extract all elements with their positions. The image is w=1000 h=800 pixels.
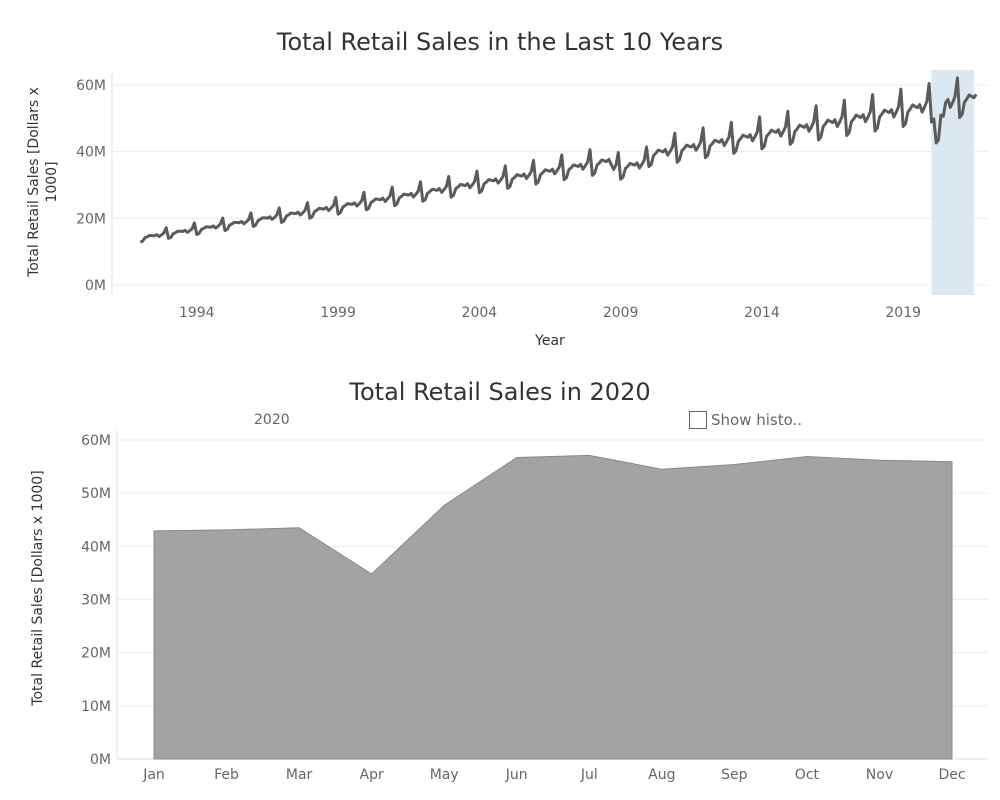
bottom-y-tick-label: 50M	[81, 486, 111, 502]
top-x-tick-label: 2019	[885, 305, 921, 321]
bottom-y-tick-label: 10M	[81, 699, 111, 715]
show-history-label: Show histo..	[711, 411, 803, 429]
bottom-y-tick-label: 0M	[90, 752, 111, 768]
bottom-y-axis-title: Total Retail Sales [Dollars x 1000]	[30, 470, 46, 706]
bottom-y-tick-label: 20M	[81, 646, 111, 662]
top-y-tick-label: 20M	[76, 211, 106, 227]
show-history-toggle[interactable]: Show histo..	[689, 411, 802, 429]
bottom-x-tick-label: Jun	[505, 767, 528, 783]
top-y-axis-title: Total Retail Sales [Dollars x 1000]	[26, 87, 60, 278]
top-y-tick-label: 0M	[85, 278, 106, 294]
retail-sales-line[interactable]	[139, 76, 978, 244]
bottom-y-tick-label: 30M	[81, 593, 111, 609]
year-header: 2020	[254, 412, 290, 428]
top-x-axis-title: Year	[534, 333, 565, 349]
bottom-y-tick-label: 40M	[81, 539, 111, 555]
top-x-tick-label: 2009	[603, 305, 639, 321]
top-x-tick-label: 2004	[462, 305, 498, 321]
bottom-x-tick-label: Oct	[795, 767, 820, 783]
bottom-x-tick-label: Jul	[580, 767, 598, 783]
highlight-region-2020[interactable]	[931, 70, 974, 295]
sales-2020-area[interactable]	[153, 454, 953, 760]
bottom-x-tick-label: Nov	[866, 767, 893, 783]
bottom-x-tick-label: Sep	[721, 767, 748, 783]
bottom-chart-title: Total Retail Sales in 2020	[349, 378, 651, 406]
svg-text:Total Retail Sales [Dollars x: Total Retail Sales [Dollars x	[26, 87, 42, 278]
bottom-x-tick-label: Feb	[214, 767, 239, 783]
top-chart-title: Total Retail Sales in the Last 10 Years	[276, 28, 724, 56]
top-x-tick-label: 2014	[744, 305, 780, 321]
bottom-y-tick-label: 60M	[81, 433, 111, 449]
bottom-x-tick-label: Mar	[286, 767, 313, 783]
top-x-tick-label: 1999	[320, 305, 356, 321]
top-y-tick-label: 60M	[76, 78, 106, 94]
top-line-chart[interactable]: 0M 20M 40M 60M 1994 1999 2004 2009 2014 2019 Yea…	[0, 0, 1000, 360]
bottom-x-tick-label: Jan	[142, 767, 165, 783]
bottom-x-tick-label: Dec	[938, 767, 965, 783]
bottom-x-tick-label: Aug	[648, 767, 675, 783]
top-y-tick-label: 40M	[76, 145, 106, 161]
show-history-checkbox[interactable]	[689, 411, 707, 429]
svg-text:1000]: 1000]	[44, 161, 60, 202]
bottom-x-tick-label: May	[430, 767, 459, 783]
top-x-tick-label: 1994	[179, 305, 215, 321]
bottom-x-tick-label: Apr	[360, 767, 384, 783]
